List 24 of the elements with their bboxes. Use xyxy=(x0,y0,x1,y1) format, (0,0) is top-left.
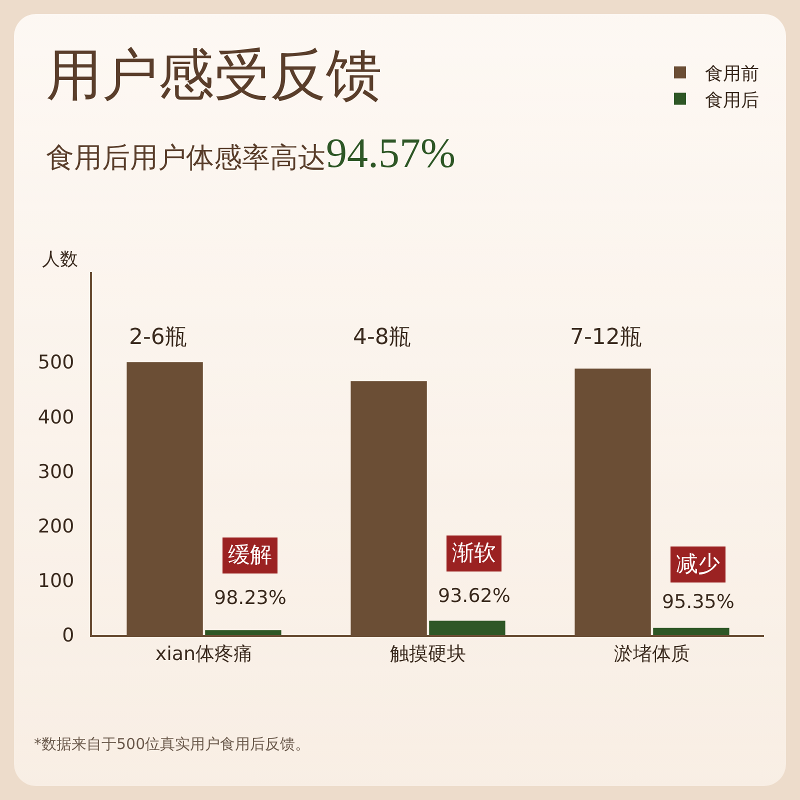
text: *数据来自于500位真实用户食用后反馈。 xyxy=(34,735,310,753)
y-tick-label: 400 xyxy=(38,406,74,428)
annotation: 缓解 xyxy=(228,543,272,568)
annotation: 2-6瓶 xyxy=(129,325,187,350)
y-axis-title: 人数 xyxy=(42,249,78,270)
x-tick-label: 触摸硬块 xyxy=(390,642,466,665)
annotation: 98.23% xyxy=(214,587,286,609)
y-tick-label: 200 xyxy=(38,515,74,538)
annotation: 7-12瓶 xyxy=(570,325,642,350)
x-tick-label: xian体疼痛 xyxy=(155,642,253,665)
legend-label: 食用后 xyxy=(705,90,759,111)
chart-subtitle: 食用后用户体感率高达94.57% xyxy=(46,130,456,178)
chart-title: 用户感受反馈 xyxy=(46,42,382,110)
annotation: 4-8瓶 xyxy=(353,325,411,350)
legend-label: 食用前 xyxy=(705,63,759,84)
annotation: 减少 xyxy=(676,552,720,577)
y-tick-label: 500 xyxy=(38,352,74,374)
y-tick-label: 0 xyxy=(62,624,74,647)
annotation: 95.35% xyxy=(662,591,734,613)
x-tick-label: 淤堵体质 xyxy=(614,642,690,665)
y-tick-label: 100 xyxy=(38,570,74,592)
annotation: 93.62% xyxy=(438,585,510,607)
y-tick-label: 300 xyxy=(38,460,74,483)
annotation: 渐软 xyxy=(452,541,496,566)
